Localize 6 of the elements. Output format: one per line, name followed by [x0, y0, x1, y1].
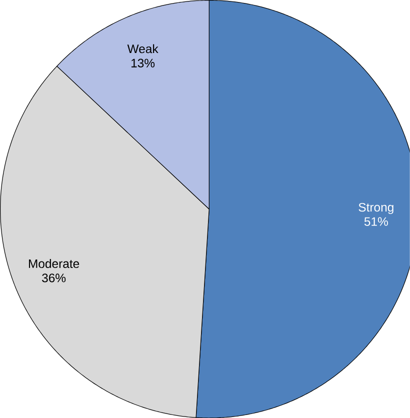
slice-label: Moderate: [29, 259, 80, 268]
slice-label: Weak: [127, 44, 158, 54]
data-label: 51%: [364, 217, 388, 226]
slice-label: Strong: [358, 202, 394, 214]
data-label: 13%: [132, 58, 155, 68]
data-label: 36%: [42, 274, 66, 282]
